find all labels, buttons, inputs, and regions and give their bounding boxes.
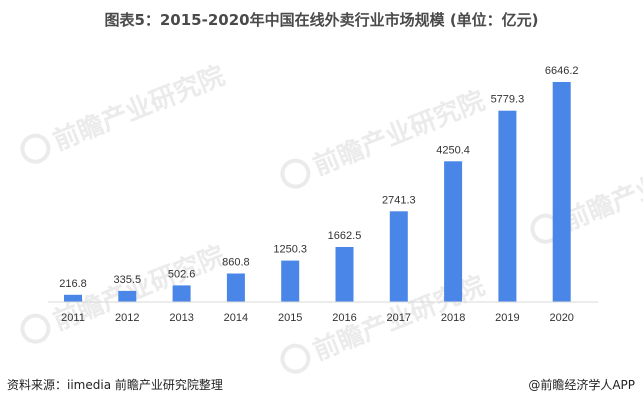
- value-label-2020: 6646.2: [545, 65, 579, 77]
- watermark-emblem-icon: [20, 313, 51, 344]
- x-tick-2017: 2017: [387, 312, 411, 324]
- bar-2019: [498, 110, 517, 302]
- watermark-text: 前瞻产业研究院: [559, 140, 643, 236]
- bar-2013: [172, 285, 191, 302]
- value-label-2018: 4250.4: [436, 144, 470, 156]
- bar-2014: [226, 273, 245, 302]
- x-tick-labels: 2011 2012 2013 2014 2015 2016 2017 2018 2019 2020: [61, 312, 574, 324]
- watermark-emblem-icon: [280, 343, 311, 374]
- x-tick-2012: 2012: [115, 312, 139, 324]
- watermark-logo-1: 前瞻产业研究院: [20, 60, 229, 164]
- x-tick-2015: 2015: [278, 312, 302, 324]
- watermark-text: 前瞻产业研究院: [49, 60, 229, 156]
- value-label-2017: 2741.3: [382, 194, 416, 206]
- x-tick-2018: 2018: [441, 312, 465, 324]
- bar-2012: [118, 290, 137, 302]
- watermark-logo-3: 前瞻产业研究院: [530, 140, 643, 244]
- watermark-emblem-icon: [20, 133, 51, 164]
- bars-group: [64, 82, 571, 302]
- x-tick-2011: 2011: [61, 312, 85, 324]
- bar-2011: [64, 294, 82, 302]
- bar-2018: [444, 161, 463, 302]
- value-label-2011: 216.8: [59, 278, 87, 290]
- x-tick-2020: 2020: [549, 312, 573, 324]
- credit-note: @前瞻经济学人APP: [528, 378, 635, 392]
- value-label-2014: 860.8: [222, 257, 250, 269]
- x-tick-2016: 2016: [332, 312, 356, 324]
- value-label-2016: 1662.5: [328, 230, 362, 242]
- source-note: 资料来源：iimedia 前瞻产业研究院整理: [7, 378, 223, 392]
- bar-value-labels: 216.8 335.5 502.6 860.8 1250.3 1662.5 2741.3 42…: [59, 65, 578, 290]
- bar-2020: [552, 82, 571, 302]
- bar-2015: [281, 260, 300, 302]
- chart-title: 图表5：2015-2020年中国在线外卖行业市场规模 (单位：亿元): [104, 11, 539, 29]
- x-tick-2019: 2019: [495, 312, 519, 324]
- x-tick-2013: 2013: [169, 312, 193, 324]
- value-label-2012: 335.5: [114, 274, 142, 286]
- value-label-2013: 502.6: [168, 268, 196, 280]
- watermark-emblem-icon: [280, 158, 311, 189]
- value-label-2015: 1250.3: [273, 244, 307, 256]
- bar-2017: [389, 211, 408, 302]
- value-label-2019: 5779.3: [491, 94, 525, 106]
- x-tick-2014: 2014: [224, 312, 248, 324]
- bar-2016: [335, 247, 354, 302]
